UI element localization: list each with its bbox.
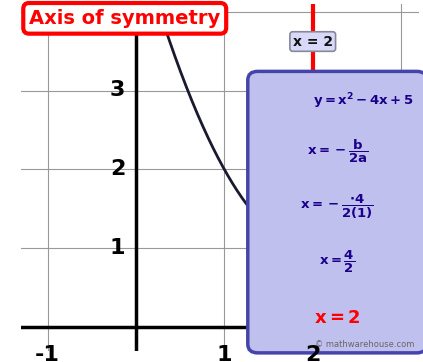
- Text: 1: 1: [217, 345, 232, 362]
- Text: 3: 3: [110, 80, 125, 101]
- Text: -1: -1: [35, 345, 60, 362]
- Text: $\mathbf{x = -\dfrac{b}{2a}}$: $\mathbf{x = -\dfrac{b}{2a}}$: [307, 138, 368, 165]
- Text: x = 2: x = 2: [293, 34, 333, 49]
- FancyBboxPatch shape: [248, 71, 423, 353]
- Text: $\mathbf{x = 2}$: $\mathbf{x = 2}$: [314, 309, 360, 327]
- Text: 1: 1: [110, 239, 125, 258]
- Text: 2: 2: [305, 345, 321, 362]
- Text: $\mathbf{y = x^2 -4x + 5}$: $\mathbf{y = x^2 -4x + 5}$: [313, 91, 414, 111]
- Text: Axis of symmetry: Axis of symmetry: [29, 9, 220, 28]
- Text: 2: 2: [110, 160, 125, 180]
- Text: $\mathbf{x = \dfrac{4}{2}}$: $\mathbf{x = \dfrac{4}{2}}$: [319, 249, 355, 275]
- Text: $\mathbf{x = -\dfrac{\boldsymbol{\cdot} 4}{2(1)}}$: $\mathbf{x = -\dfrac{\boldsymbol{\cdot} …: [300, 193, 374, 221]
- Text: © mathwarehouse.com: © mathwarehouse.com: [316, 340, 415, 349]
